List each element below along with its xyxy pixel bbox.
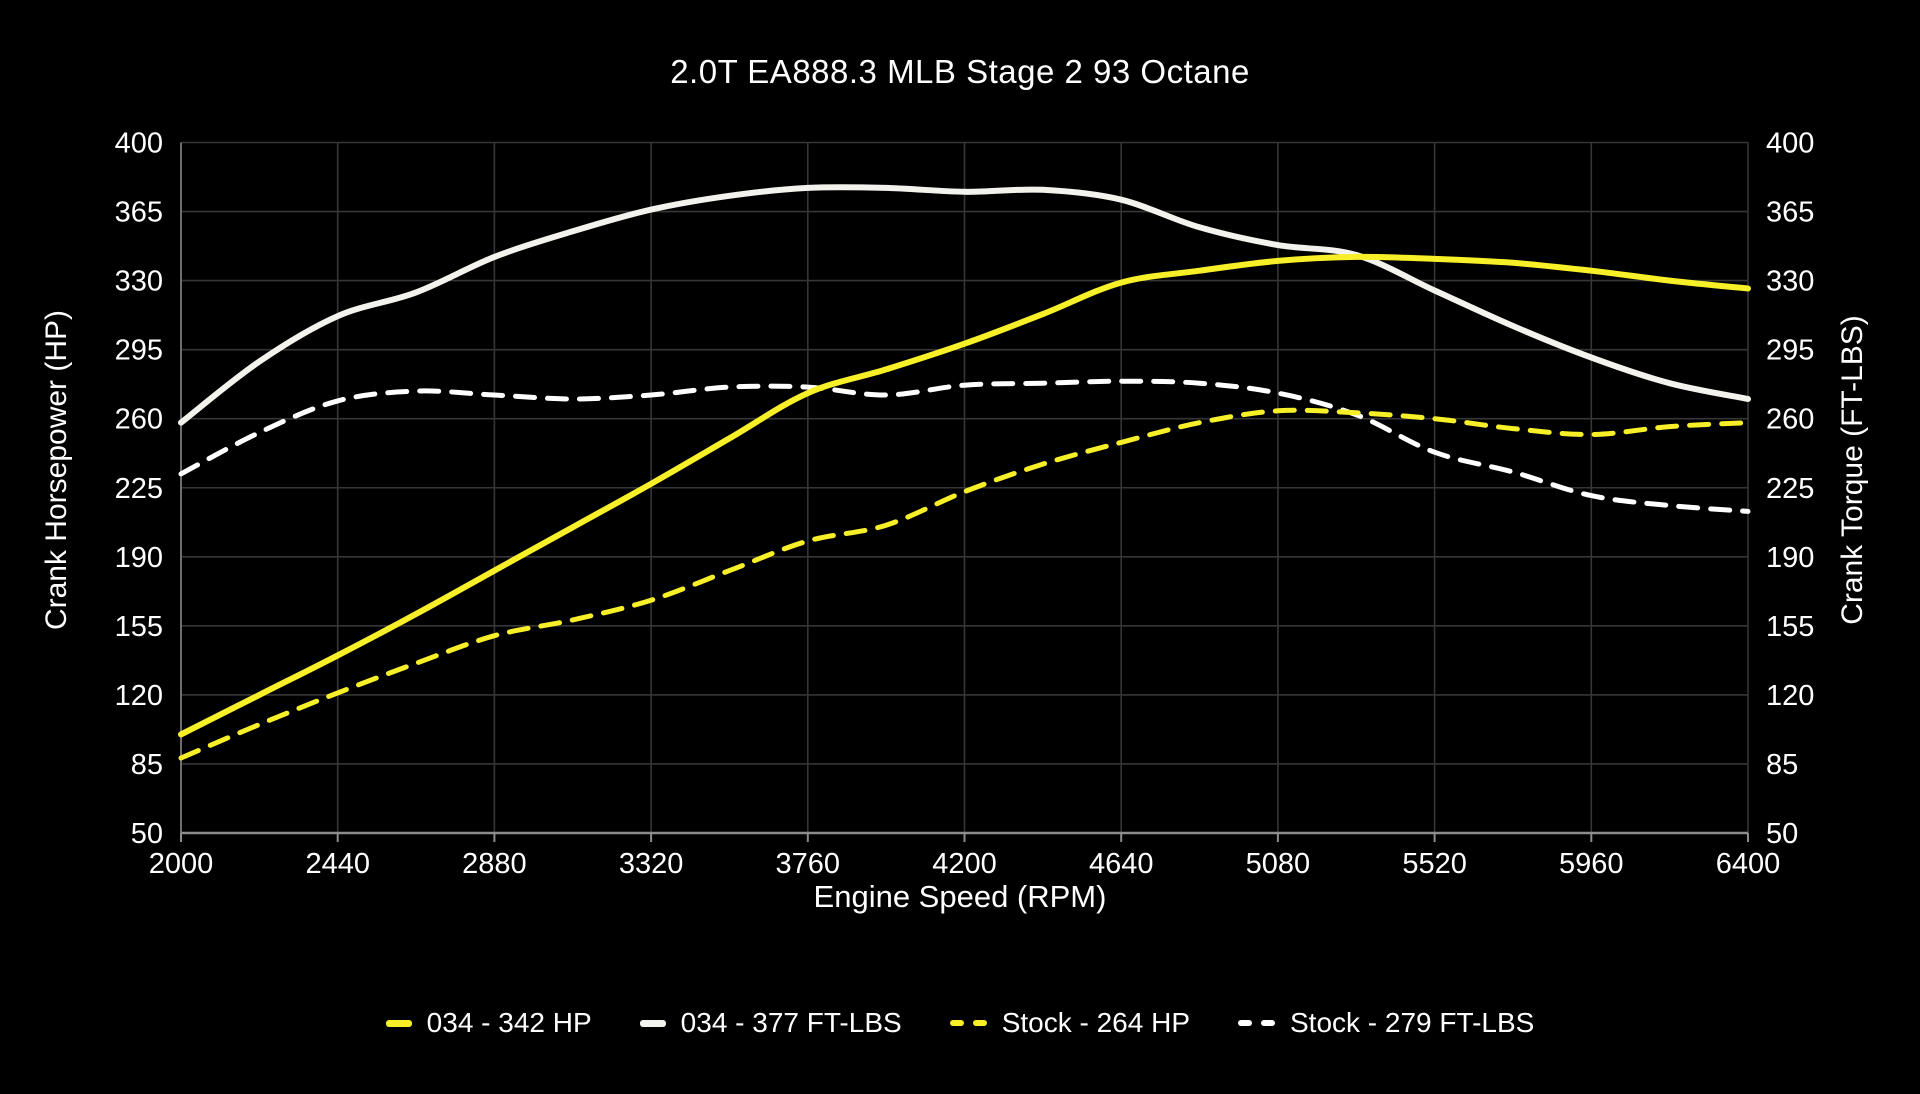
y-tick-label-right: 260 (1766, 404, 1814, 436)
legend-item-1[interactable]: 034 - 377 FT-LBS (639, 1007, 902, 1039)
x-tick-label: 4640 (1089, 848, 1154, 880)
y-tick-label-right: 85 (1766, 749, 1798, 781)
x-tick-label: 6400 (1716, 848, 1781, 880)
series-curve-0 (178, 253, 1751, 738)
y-tick-label-left: 50 (131, 818, 163, 850)
x-tick-label: 5520 (1402, 848, 1467, 880)
legend-label: 034 - 377 FT-LBS (680, 1007, 902, 1038)
series-curve-2 (178, 407, 1751, 761)
y-tick-label-left: 365 (115, 197, 163, 229)
x-tick-label: 2000 (149, 848, 214, 880)
x-tick-label: 2440 (305, 848, 370, 880)
y-tick-label-right: 400 (1766, 128, 1814, 160)
y-tick-label-left: 85 (131, 749, 163, 781)
chart-legend: 034 - 342 HP 034 - 377 FT-LBS Stock - 264 … (0, 1000, 1920, 1046)
x-tick-label: 4200 (932, 848, 997, 880)
legend-item-3[interactable]: Stock - 279 FT-LBS (1238, 1007, 1534, 1039)
y-tick-label-right: 155 (1766, 611, 1814, 643)
y-tick-label-left: 120 (115, 680, 163, 712)
legend-label: 034 - 342 HP (426, 1007, 592, 1038)
solid-line-icon (639, 1019, 666, 1027)
x-tick-label: 5960 (1559, 848, 1624, 880)
y-tick-label-left: 155 (115, 611, 163, 643)
y-tick-label-right: 120 (1766, 680, 1814, 712)
y-tick-label-right: 365 (1766, 197, 1814, 229)
legend-label: Stock - 279 FT-LBS (1290, 1007, 1535, 1038)
y-tick-label-right: 190 (1766, 542, 1814, 574)
y-tick-label-left: 190 (115, 542, 163, 574)
y-tick-label-right: 50 (1766, 818, 1798, 850)
solid-line-icon (385, 1019, 412, 1027)
y-tick-label-right: 330 (1766, 266, 1814, 298)
x-tick-label: 3320 (619, 848, 684, 880)
x-tick-label: 3760 (776, 848, 841, 880)
y-tick-label-left: 260 (115, 404, 163, 436)
x-tick-label: 5080 (1246, 848, 1311, 880)
dashed-line-icon (1238, 1020, 1275, 1026)
y-tick-label-left: 295 (115, 335, 163, 367)
x-tick-label: 2880 (462, 848, 527, 880)
series-curve-3 (178, 378, 1751, 514)
dashed-line-icon (949, 1020, 987, 1026)
legend-label: Stock - 264 HP (1001, 1007, 1190, 1038)
y-tick-label-left: 225 (115, 473, 163, 505)
series-curve-1 (178, 184, 1751, 426)
chart-title: 2.0T EA888.3 MLB Stage 2 93 Octane (670, 53, 1250, 90)
y-tick-label-left: 330 (115, 266, 163, 298)
legend-item-0[interactable]: 034 - 342 HP (385, 1007, 592, 1039)
legend-item-2[interactable]: Stock - 264 HP (949, 1007, 1190, 1039)
y-tick-label-right: 295 (1766, 335, 1814, 367)
y-tick-label-left: 400 (115, 128, 163, 160)
x-axis-title: Engine Speed (RPM) (813, 879, 1107, 914)
y-tick-label-right: 225 (1766, 473, 1814, 505)
